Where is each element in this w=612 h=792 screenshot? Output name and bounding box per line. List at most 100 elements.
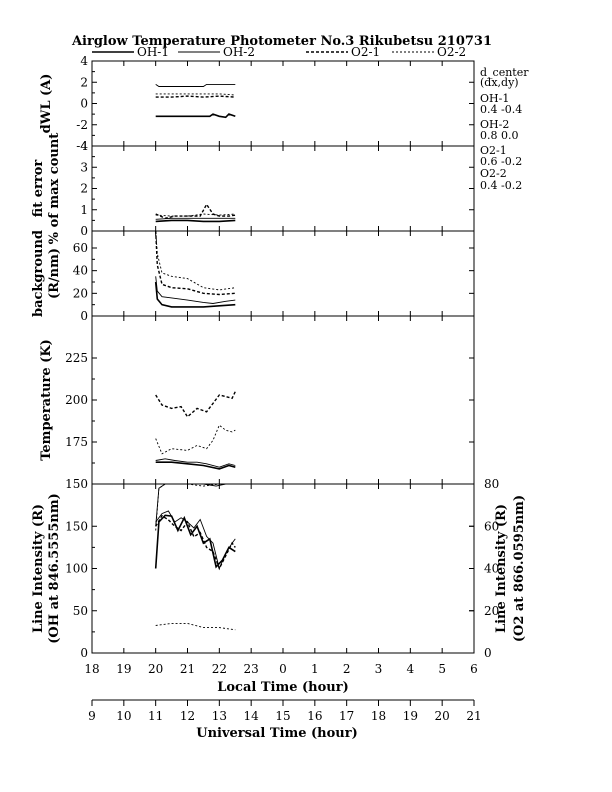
series-line-fit-oh-2 [155, 217, 236, 220]
xtick-label-ut: 13 [212, 709, 227, 723]
panel-fit: 0 1 2 3 4 fit error% of max count [31, 133, 475, 245]
dcenter-note: OH-2 [480, 118, 509, 131]
series-line-fit-oh-1 [155, 219, 236, 223]
dcenter-note: O2-2 [480, 167, 507, 180]
ylabel-int: (OH at 846.5555nm) [47, 493, 62, 643]
xtick-label-local: 21 [180, 662, 195, 676]
series-line-int-o2-1-upper [155, 483, 236, 527]
series-line-bg-oh-2 [155, 276, 236, 304]
ytick-label: 100 [65, 562, 88, 576]
xtick-label-local: 6 [470, 662, 478, 676]
series-line-dwl-o2-1 [155, 95, 236, 98]
dcenter-notes: d_center(dx,dy) OH-10.4 -0.4 OH-20.8 0.0 O2… [480, 66, 529, 192]
panel-bg: 0 20 40 60 background (R/nm) [31, 230, 475, 323]
legend-label-oh-1: OH-1 [137, 45, 169, 59]
ytick-label: 60 [73, 241, 88, 255]
series-line-dwl-oh-2 [155, 113, 236, 119]
series-line-bg-o2-2 [155, 230, 236, 291]
ytick-label: 150 [65, 477, 88, 491]
series-line-fit-o2-2 [155, 213, 236, 217]
xtick-label-local: 23 [244, 662, 259, 676]
series-line-bg-oh-1 [154, 281, 236, 308]
chart-title: Airglow Temperature Photometer No.3 Riku… [71, 34, 492, 49]
xtick-label-ut: 9 [88, 709, 96, 723]
ytick-label-right: 60 [484, 519, 499, 533]
xtick-label-ut: 15 [275, 709, 290, 723]
ytick-label: 20 [73, 286, 88, 300]
dcenter-note: O2-1 [480, 144, 507, 157]
series-line-int-oh-2 [155, 510, 236, 570]
xtick-label-local: 2 [343, 662, 351, 676]
ytick-label-right: 0 [484, 646, 492, 660]
ytick-label-right: 20 [484, 604, 499, 618]
dcenter-note: 0.6 -0.2 [480, 155, 522, 168]
ylabel-right-int: Line Intensity (R) [494, 504, 509, 633]
series-line-int-o2-2 [155, 622, 236, 631]
series-line-temp-o2-1 [155, 391, 236, 418]
ylabel-fit: % of max count [47, 133, 62, 245]
series-line-fit-o2-1 [155, 203, 236, 220]
chart-panels: -4 -2 0 2 4 dWL (A) 0 1 2 3 4 fit error% of max cou… [31, 54, 527, 660]
ytick-label: 175 [65, 435, 88, 449]
ytick-label: -4 [76, 139, 88, 153]
ytick-label: 150 [65, 519, 88, 533]
xtick-label-local: 22 [212, 662, 227, 676]
xtick-label-ut: 18 [371, 709, 386, 723]
xtick-label-ut: 11 [148, 709, 163, 723]
dcenter-note: 0.8 0.0 [480, 129, 518, 142]
xtick-label-local: 3 [375, 662, 383, 676]
ylabel-bg: background [31, 230, 46, 317]
ylabel-dwl: dWL (A) [39, 74, 54, 134]
ytick-label: 0 [80, 97, 88, 111]
ylabel-bg: (R/nm) [47, 248, 62, 299]
xtick-label-ut: 14 [244, 709, 260, 723]
ytick-label: 0 [80, 646, 88, 660]
ytick-label: 0 [80, 224, 88, 238]
ytick-label: 4 [80, 54, 88, 68]
ytick-label: 200 [65, 393, 88, 407]
xtick-label-ut: 17 [339, 709, 354, 723]
ytick-label-right: 80 [484, 477, 499, 491]
xtick-label-local: 19 [116, 662, 131, 676]
ytick-label: 50 [73, 604, 88, 618]
dcenter-note: 0.4 -0.4 [480, 103, 522, 116]
ytick-label: 1 [80, 203, 88, 217]
series-line-temp-oh-2 [155, 458, 236, 468]
ylabel-fit: fit error [31, 160, 46, 218]
series-line-bg-o2-1 [155, 230, 236, 296]
dcenter-note: OH-1 [480, 92, 509, 105]
legend-label-o2-2: O2-2 [437, 45, 466, 59]
xlabel-local: Local Time (hour) [217, 680, 349, 695]
xtick-label-local: 5 [438, 662, 446, 676]
panel-frame-dwl [91, 60, 475, 147]
panel-frame-bg [91, 230, 475, 317]
series-line-dwl-o2-2 [155, 93, 236, 96]
ytick-label: 2 [80, 182, 88, 196]
ylabel-int: Line Intensity (R) [31, 504, 46, 633]
legend-label-oh-2: OH-2 [223, 45, 255, 59]
xlabel-ut: Universal Time (hour) [196, 726, 358, 741]
dcenter-note: (dx,dy) [480, 76, 519, 89]
xtick-label-ut: 21 [466, 709, 481, 723]
xtick-label-local: 18 [84, 662, 99, 676]
ylabel-right-int: (O2 at 866.0595nm) [512, 495, 527, 642]
series-line-temp-o2-2 [155, 424, 236, 455]
panel-temp: 150 175 200 225 Temperature (K) [39, 315, 475, 491]
panel-frame-fit [91, 145, 475, 232]
ytick-label: 4 [80, 139, 88, 153]
series-line-int-oh-1 [154, 514, 236, 569]
dcenter-note: d_center [480, 66, 529, 79]
panel-frame-temp [91, 315, 475, 485]
ytick-label: -2 [76, 118, 88, 132]
series-line-int-o2-2-upper [155, 483, 236, 531]
xtick-label-ut: 16 [307, 709, 322, 723]
xtick-label-local: 0 [279, 662, 287, 676]
ytick-label-right: 40 [484, 562, 499, 576]
xtick-label-ut: 20 [435, 709, 450, 723]
panel-frame-int [91, 483, 475, 654]
dcenter-note: 0.4 -0.2 [480, 179, 522, 192]
ylabel-temp: Temperature (K) [39, 339, 54, 461]
xtick-label-ut: 12 [180, 709, 195, 723]
